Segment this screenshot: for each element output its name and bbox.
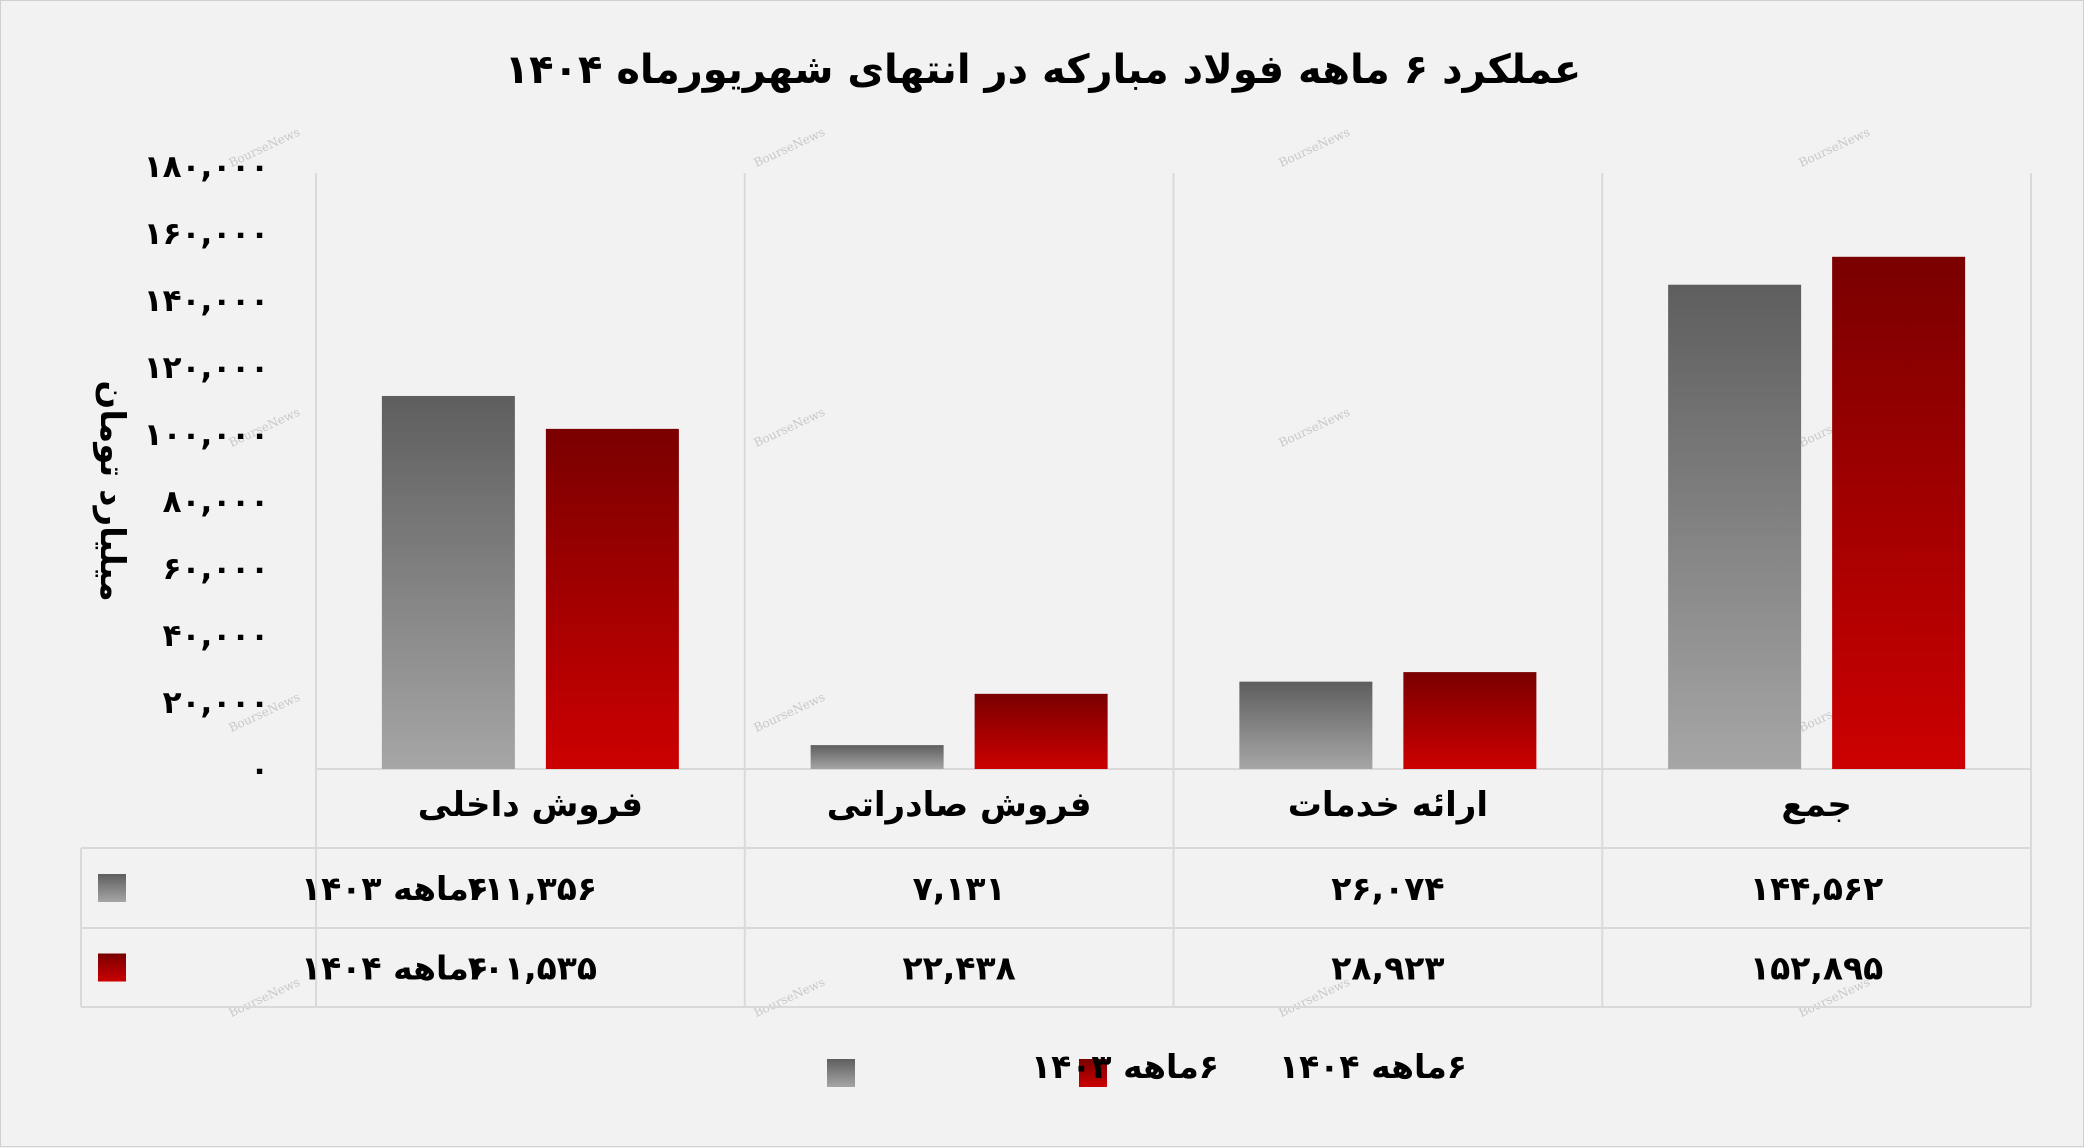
- table-legend-key: [98, 874, 126, 902]
- table-cell: ۲۸,۹۲۳: [1331, 949, 1444, 988]
- y-tick-label: ۱۴۰,۰۰۰: [144, 283, 269, 319]
- y-tick-label: ۱۲۰,۰۰۰: [144, 350, 269, 386]
- category-label: فروش صادراتی: [827, 785, 1092, 825]
- legend-key-0: [827, 1059, 855, 1087]
- watermark-text: BourseNews: [1797, 125, 1873, 170]
- table-cell: ۲۲,۴۳۸: [903, 949, 1016, 988]
- watermark-text: BourseNews: [752, 975, 828, 1020]
- table-legend-key: [98, 953, 126, 982]
- y-tick-label: ۱۶۰,۰۰۰: [144, 216, 269, 252]
- table-cell: ۱۴۴,۵۶۲: [1750, 869, 1883, 908]
- bar-1403-2: [1239, 681, 1373, 769]
- bar-1403-0: [381, 395, 515, 769]
- table-cell: ۱۰۱,۵۳۵: [464, 949, 597, 988]
- watermark-text: BourseNews: [1277, 125, 1353, 170]
- watermark-text: BourseNews: [1277, 405, 1353, 450]
- y-tick-label: ۱۸۰,۰۰۰: [144, 149, 269, 185]
- table-cell: ۲۶,۰۷۴: [1331, 869, 1444, 908]
- legend: ۶ماهه ۱۴۰۴ ۶ماهه ۱۴۰۳: [827, 1047, 1467, 1087]
- y-tick-label: ۸۰,۰۰۰: [163, 484, 269, 520]
- watermark-text: BourseNews: [752, 690, 828, 735]
- watermark-text: BourseNews: [227, 975, 303, 1020]
- watermark-text: BourseNews: [752, 125, 828, 170]
- bar-1403-3: [1668, 284, 1802, 769]
- bar-1404-2: [1403, 672, 1537, 769]
- y-axis-ticks: ۰ ۲۰,۰۰۰ ۴۰,۰۰۰ ۶۰,۰۰۰ ۸۰,۰۰۰ ۱۰۰,۰۰۰ ۱۲۰,۰۰۰ ۱…: [144, 149, 269, 788]
- chart-title: عملکرد ۶ ماهه فولاد مبارکه در انتهای شهر…: [505, 47, 1582, 93]
- table-cell: ۷,۱۳۱: [913, 869, 1006, 908]
- legend-label: ۶ماهه ۱۴۰۴: [1279, 1047, 1467, 1086]
- category-labels: فروش داخلی فروش صادراتی ارائه خدمات جمع: [418, 785, 1852, 825]
- bars-layer: [381, 256, 1966, 769]
- table-row-label: ۶ماهه ۱۴۰۴: [301, 949, 489, 988]
- y-tick-label: ۰: [250, 752, 269, 788]
- category-label: ارائه خدمات: [1288, 785, 1488, 825]
- table-cell: ۱۵۲,۸۹۵: [1750, 949, 1883, 988]
- table-cell: ۱۱۱,۳۵۶: [464, 869, 597, 908]
- watermark-text: BourseNews: [752, 405, 828, 450]
- y-tick-label: ۲۰,۰۰۰: [163, 685, 269, 721]
- y-axis-title: میلیارد تومان: [92, 380, 132, 601]
- bar-1404-1: [974, 693, 1108, 769]
- legend-label: ۶ماهه ۱۴۰۳: [1031, 1047, 1219, 1086]
- y-tick-label: ۶۰,۰۰۰: [163, 551, 269, 587]
- bar-1404-0: [545, 428, 679, 769]
- y-tick-label: ۱۰۰,۰۰۰: [144, 417, 269, 453]
- category-label: جمع: [1781, 785, 1852, 825]
- legend-key-1: [1079, 1059, 1107, 1087]
- bar-1403-1: [810, 745, 944, 769]
- y-tick-label: ۴۰,۰۰۰: [163, 618, 269, 654]
- table-row-label: ۶ماهه ۱۴۰۳: [301, 869, 489, 908]
- bar-1404-3: [1832, 256, 1966, 769]
- category-label: فروش داخلی: [418, 785, 643, 825]
